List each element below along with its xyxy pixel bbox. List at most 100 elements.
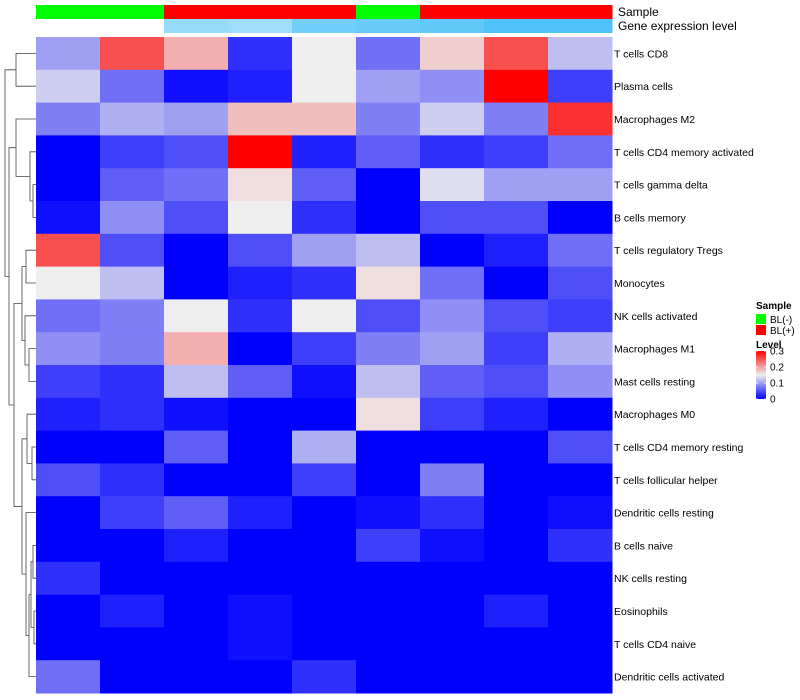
legend-sample-swatch xyxy=(756,314,766,324)
gene-expression-annotation-cell xyxy=(36,19,101,33)
heatmap-cell xyxy=(420,69,485,104)
heatmap-cell xyxy=(100,37,165,71)
dendrogram-branch xyxy=(13,303,22,507)
heatmap-cell xyxy=(292,37,357,71)
heatmap-cell xyxy=(356,529,421,563)
legend-level-tick-label: 0.1 xyxy=(770,379,784,390)
heatmap-cell xyxy=(164,266,229,300)
heatmap-cell xyxy=(100,168,165,202)
sample-annotation-cell xyxy=(100,5,165,19)
heatmap-cell xyxy=(36,201,101,235)
dendrogram-branch xyxy=(8,147,16,406)
heatmap-cell xyxy=(420,135,485,169)
heatmap-cell xyxy=(36,135,101,169)
heatmap-cell xyxy=(164,561,229,596)
heatmap-cell xyxy=(292,69,357,104)
legend-level-tick-label: 0 xyxy=(770,395,776,406)
heatmap-cell xyxy=(356,299,421,333)
heatmap-cell xyxy=(36,266,101,300)
heatmap-cell xyxy=(548,201,613,235)
dendrogram-branch xyxy=(32,184,36,218)
heatmap-cell xyxy=(420,266,485,300)
heatmap-cell xyxy=(100,69,165,104)
row-label: T cells regulatory Tregs xyxy=(614,245,723,257)
row-label: Monocytes xyxy=(614,278,665,290)
legend-sample-label: BL(+) xyxy=(770,326,795,337)
heatmap-cell xyxy=(36,561,101,596)
heatmap-cell xyxy=(292,135,357,169)
heatmap-cell xyxy=(36,37,101,71)
heatmap-cell xyxy=(420,463,485,497)
legend-sample-title: Sample xyxy=(756,301,792,312)
heatmap-cell xyxy=(100,463,165,497)
heatmap-cell xyxy=(164,594,229,628)
heatmap-cell xyxy=(100,496,165,530)
heatmap-cell xyxy=(420,496,485,530)
sample-annotation-label: Sample xyxy=(618,5,659,19)
gene-expression-annotation-cell xyxy=(228,19,293,33)
heatmap-cell xyxy=(36,168,101,202)
heatmap-cell xyxy=(548,463,613,497)
row-label: T cells CD4 naive xyxy=(614,639,696,651)
row-label: T cells gamma delta xyxy=(614,180,708,192)
heatmap-cell xyxy=(292,529,357,563)
heatmap-cell xyxy=(100,594,165,628)
sample-annotation-cell xyxy=(484,5,549,19)
dendrogram-branch xyxy=(24,315,36,366)
row-label: T cells follicular helper xyxy=(614,475,718,487)
heatmap-cell xyxy=(100,102,165,136)
heatmap-cell xyxy=(420,561,485,596)
heatmap-cell xyxy=(164,365,229,399)
heatmap-cell xyxy=(292,365,357,399)
gene-expression-annotation-cell xyxy=(292,19,357,33)
heatmap-cell xyxy=(356,397,421,432)
heatmap-cell xyxy=(420,102,485,136)
heatmap-cell xyxy=(292,266,357,300)
sample-annotation-bar xyxy=(36,5,613,19)
heatmap-cell xyxy=(100,430,165,464)
heatmap-cell xyxy=(484,529,549,563)
dendrogram-branch xyxy=(28,594,36,677)
heatmap-cell xyxy=(228,430,293,464)
heatmap-cell xyxy=(548,233,613,268)
heatmap-cell xyxy=(356,266,421,300)
heatmap-cell xyxy=(292,233,357,268)
heatmap-cell xyxy=(548,660,613,694)
heatmap-cell xyxy=(164,430,229,464)
row-label: Macrophages M0 xyxy=(614,409,695,421)
heatmap-cell xyxy=(292,463,357,497)
heatmap-cell xyxy=(292,102,357,136)
heatmap-cell xyxy=(356,233,421,268)
heatmap-cell xyxy=(36,594,101,628)
heatmap-cell xyxy=(356,168,421,202)
gene-expression-annotation-bar xyxy=(36,19,613,33)
legend-level-tick-label: 0.2 xyxy=(770,363,784,374)
heatmap-cell xyxy=(36,102,101,136)
row-label: T cells CD8 xyxy=(614,48,668,60)
heatmap-cell xyxy=(228,168,293,202)
heatmap-cell xyxy=(228,627,293,661)
heatmap-cell xyxy=(420,660,485,694)
heatmap-cell xyxy=(548,299,613,333)
dendrogram-branch xyxy=(30,561,34,628)
heatmap-cell xyxy=(356,430,421,464)
heatmap-cell xyxy=(484,463,549,497)
gene-expression-annotation-cell xyxy=(100,19,165,33)
heatmap-cell xyxy=(420,37,485,71)
heatmap-cell xyxy=(100,266,165,300)
heatmap-cell xyxy=(100,135,165,169)
heatmap-cell xyxy=(292,332,357,366)
heatmap-cell xyxy=(420,397,485,432)
heatmap-cell xyxy=(100,201,165,235)
heatmap-cell xyxy=(356,660,421,694)
heatmap-cell xyxy=(356,201,421,235)
heatmap-cell xyxy=(420,627,485,661)
heatmap-cell xyxy=(356,496,421,530)
heatmap-cell xyxy=(292,496,357,530)
heatmap-cell xyxy=(292,299,357,333)
heatmap-cell xyxy=(292,561,357,596)
heatmap-cell xyxy=(164,168,229,202)
heatmap-cell xyxy=(228,201,293,235)
heatmap-cell xyxy=(292,430,357,464)
heatmap-cell xyxy=(420,168,485,202)
